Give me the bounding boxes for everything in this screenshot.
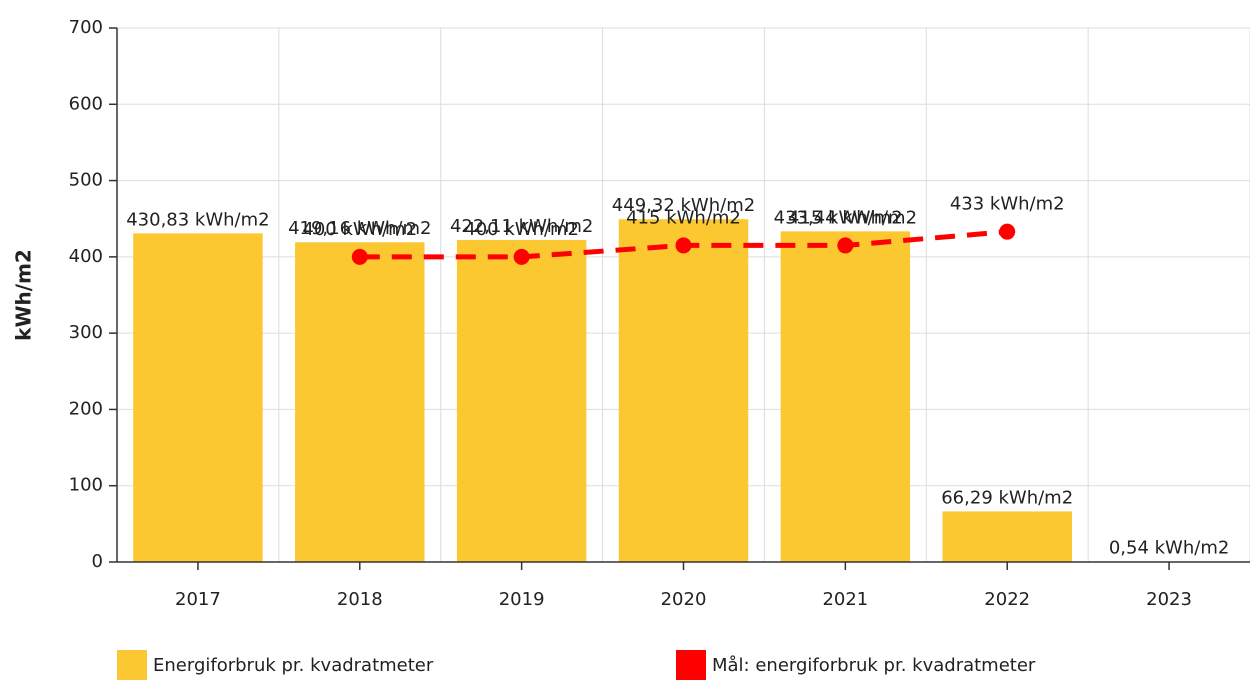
y-axis-label: kWh/m2 xyxy=(12,249,36,341)
bar-value-label: 430,83 kWh/m2 xyxy=(126,209,269,230)
x-tick-label: 2023 xyxy=(1146,589,1192,610)
bar xyxy=(456,239,587,563)
bar-value-label: 422,11 kWh/m2 xyxy=(450,216,593,237)
bar xyxy=(295,242,425,563)
y-tick-label: 400 xyxy=(69,246,103,267)
x-tick-label: 2020 xyxy=(661,589,707,610)
x-tick-label: 2018 xyxy=(337,589,383,610)
bar-value-label: 66,29 kWh/m2 xyxy=(941,487,1073,508)
bar xyxy=(133,233,263,562)
x-tick-label: 2019 xyxy=(499,589,545,610)
x-tick-label: 2022 xyxy=(984,589,1030,610)
line-point xyxy=(351,248,368,265)
line-point xyxy=(513,248,530,265)
line-point xyxy=(675,237,692,254)
bar-value-label: 0,54 kWh/m2 xyxy=(1109,538,1229,559)
y-tick-label: 100 xyxy=(69,475,103,496)
x-tick-label: 2021 xyxy=(822,589,868,610)
line-value-label: 400 kWh/m2 xyxy=(302,219,417,240)
y-tick-label: 500 xyxy=(69,170,103,191)
legend-swatch xyxy=(117,650,147,680)
line-value-label: 433 kWh/m2 xyxy=(950,194,1065,215)
legend-label: Energiforbruk pr. kvadratmeter xyxy=(153,655,434,676)
line-value-label: 415 kWh/m2 xyxy=(626,207,741,228)
line-value-label: 415 kWh/m2 xyxy=(788,207,903,228)
y-tick-label: 0 xyxy=(92,551,103,572)
bar xyxy=(618,219,749,562)
y-tick-label: 700 xyxy=(69,17,103,38)
bar xyxy=(780,231,911,562)
line-point xyxy=(999,223,1016,240)
y-tick-label: 200 xyxy=(69,398,103,419)
line-value-label: 400 kWh/m2 xyxy=(464,219,579,240)
legend-label: Mål: energiforbruk pr. kvadratmeter xyxy=(712,655,1036,676)
bar-value-label: 419,16 kWh/m2 xyxy=(288,218,431,239)
bar xyxy=(942,511,1072,562)
y-tick-label: 600 xyxy=(69,93,103,114)
line-point xyxy=(837,237,854,254)
legend-swatch xyxy=(676,650,706,680)
y-tick-label: 300 xyxy=(69,322,103,343)
x-tick-label: 2017 xyxy=(175,589,221,610)
bar-value-label: 449,32 kWh/m2 xyxy=(612,195,755,216)
bar-value-label: 433,44 kWh/m2 xyxy=(774,207,917,228)
